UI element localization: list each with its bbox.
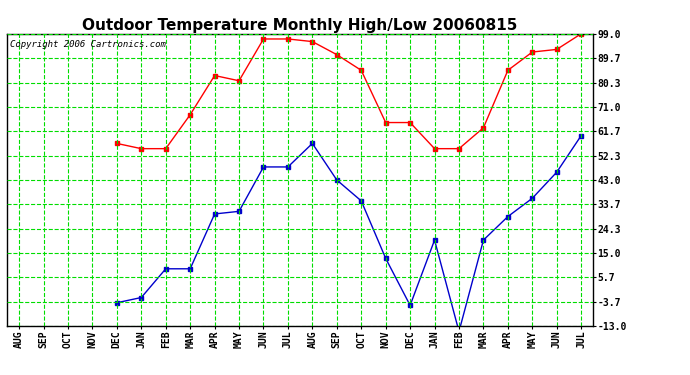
- Title: Outdoor Temperature Monthly High/Low 20060815: Outdoor Temperature Monthly High/Low 200…: [83, 18, 518, 33]
- Text: Copyright 2006 Cartronics.com: Copyright 2006 Cartronics.com: [10, 40, 166, 49]
